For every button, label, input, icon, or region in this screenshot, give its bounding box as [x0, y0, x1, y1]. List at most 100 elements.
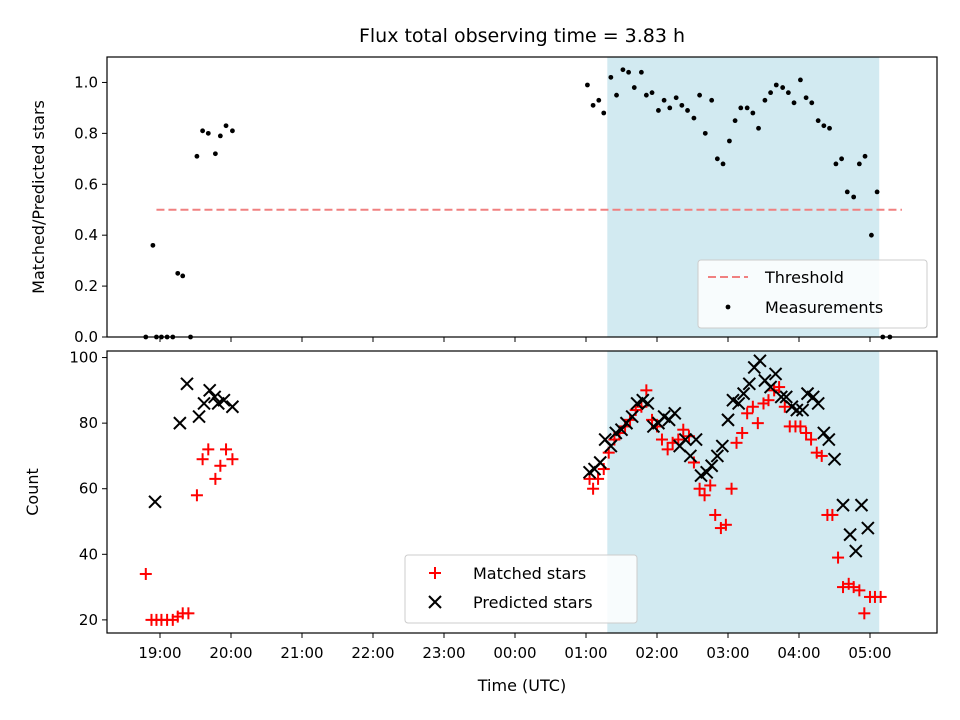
- predicted-star-marker: [197, 396, 211, 411]
- measurement-point: [212, 151, 218, 157]
- measurement-point: [803, 95, 809, 101]
- measurement-point: [791, 100, 797, 106]
- predicted-star-marker: [742, 377, 757, 391]
- matched-star-marker: [139, 567, 152, 580]
- matched-star-marker: [725, 482, 738, 495]
- matched-star-marker: [751, 417, 764, 430]
- predicted-star-marker: [710, 449, 725, 463]
- predicted-star-marker: [817, 426, 831, 440]
- measurement-point: [809, 100, 815, 106]
- x-tick-label: 04:00: [777, 644, 820, 662]
- bottom-y-tick-label: 40: [79, 545, 98, 563]
- predicted-star-marker: [202, 383, 217, 398]
- measurement-point: [661, 97, 667, 103]
- measurement-point: [638, 69, 644, 75]
- measurement-point: [821, 123, 827, 129]
- measurement-point: [230, 128, 235, 134]
- matched-star-marker: [800, 426, 813, 439]
- matched-star-marker: [190, 489, 203, 502]
- predicted-star-marker: [207, 390, 222, 404]
- matched-star-marker: [592, 472, 605, 485]
- predicted-star-marker: [827, 452, 842, 466]
- matched-star-marker: [677, 423, 690, 436]
- matched-star-marker: [773, 381, 786, 394]
- measurement-point: [667, 105, 673, 111]
- measurement-point: [727, 138, 732, 144]
- matched-star-marker: [832, 551, 845, 564]
- predicted-star-marker: [625, 409, 639, 424]
- matched-star-marker: [853, 584, 866, 597]
- bottom-y-tick-label: 60: [79, 480, 98, 498]
- measurement-point: [844, 189, 850, 195]
- bottom-legend: Matched stars Predicted stars: [404, 554, 638, 624]
- measurements-legend-swatch: [725, 304, 731, 310]
- predicted-star-marker: [225, 400, 240, 414]
- measurement-point: [773, 82, 779, 88]
- measurement-point: [785, 90, 791, 96]
- predicted-star-marker: [822, 432, 836, 447]
- measurement-point: [205, 130, 211, 136]
- predicted-star-marker: [774, 390, 788, 404]
- bottom-x-ticks: 19:00 20:00 21:00 22:00 23:00 00:00 01:00 02:00…: [138, 633, 892, 662]
- matched-star-marker: [805, 433, 818, 446]
- measurement-point: [709, 97, 715, 103]
- predicted-star-marker: [843, 527, 857, 542]
- matched-star-marker: [746, 400, 759, 413]
- x-tick-label: 05:00: [848, 644, 891, 662]
- measurement-point: [762, 97, 768, 103]
- measurement-point: [720, 161, 726, 167]
- measurement-point: [862, 153, 868, 159]
- predicted-star-marker: [180, 377, 194, 391]
- measurement-point: [180, 273, 186, 279]
- predicted-star-marker: [641, 396, 655, 411]
- matched-stars-points: [139, 381, 887, 626]
- measurement-point: [856, 161, 862, 167]
- matched-star-marker: [214, 459, 227, 472]
- top-y-tick-label: 0.6: [74, 175, 98, 193]
- bottom-y-tick-label: 100: [69, 349, 98, 367]
- matched-star-marker: [226, 453, 239, 466]
- x-tick-label: 19:00: [138, 644, 181, 662]
- predicted-star-marker: [854, 498, 869, 512]
- predicted-star-marker: [604, 439, 618, 453]
- measurement-point: [869, 232, 874, 238]
- measurement-point: [626, 69, 631, 75]
- matched-star-marker: [704, 479, 717, 492]
- measurement-points: [143, 67, 893, 340]
- measurement-point: [851, 194, 857, 200]
- predicted-star-marker: [614, 422, 629, 437]
- measurement-point: [614, 92, 619, 98]
- predicted-star-marker: [731, 396, 746, 411]
- matched-star-marker: [730, 436, 743, 449]
- predicted-star-marker: [217, 393, 231, 407]
- top-y-ticks: 0.0 0.2 0.4 0.6 0.8 1.0: [74, 73, 107, 346]
- predicted-star-marker: [790, 403, 804, 417]
- top-y-tick-label: 0.8: [74, 124, 98, 142]
- predicted-stars-legend-swatch: [428, 595, 442, 609]
- matched-star-marker: [209, 472, 222, 485]
- predicted-star-marker: [795, 403, 810, 417]
- predicted-star-marker: [678, 432, 693, 447]
- bottom-y-ticks: 20 40 60 80 100: [69, 349, 107, 629]
- matched-star-marker: [874, 590, 887, 603]
- matched-star-marker: [661, 443, 674, 456]
- matched-star-marker: [858, 607, 871, 620]
- predicted-star-marker: [148, 495, 162, 509]
- bottom-axes-frame: [106, 350, 938, 634]
- predicted-star-marker: [704, 459, 719, 473]
- x-tick-label: 21:00: [280, 644, 323, 662]
- top-y-axis-label: Matched/Predicted stars: [29, 100, 48, 294]
- matched-star-marker: [640, 384, 653, 397]
- measurement-point: [194, 153, 200, 159]
- x-tick-label: 01:00: [564, 644, 607, 662]
- top-y-tick-label: 0.0: [74, 328, 98, 346]
- x-tick-label: 03:00: [706, 644, 749, 662]
- predicted-star-marker: [721, 413, 735, 427]
- top-y-tick-label: 0.2: [74, 277, 98, 295]
- measurement-point: [601, 110, 607, 116]
- predicted-star-marker: [593, 455, 607, 470]
- measurement-point: [839, 156, 844, 162]
- measurement-point: [590, 102, 596, 108]
- matched-star-marker: [587, 482, 600, 495]
- measurement-point: [756, 125, 761, 131]
